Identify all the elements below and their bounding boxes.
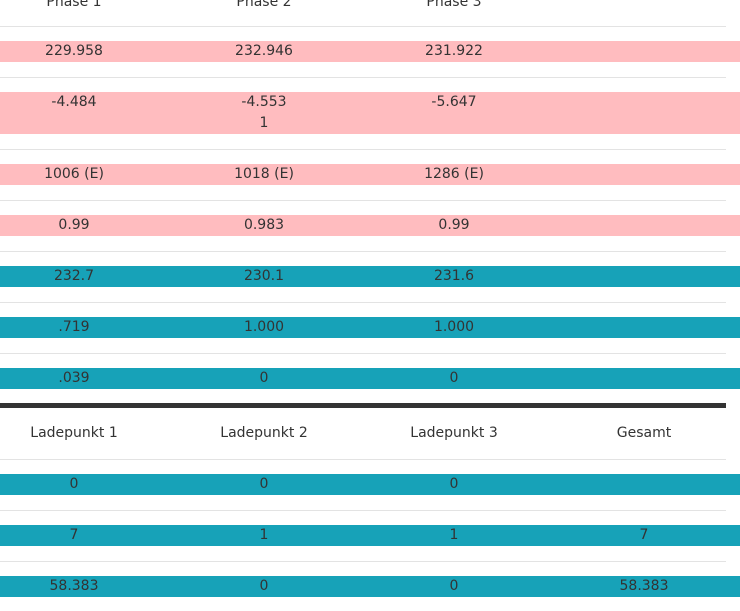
ladepunkt-row-3: 58.383 0 0 58.383 xyxy=(0,576,740,597)
row-divider xyxy=(0,200,726,201)
row-divider xyxy=(0,459,726,460)
row-divider xyxy=(0,251,726,252)
cell-gesamt: 58.383 xyxy=(619,578,669,594)
phase-row-voltage: 229.958 232.946 231.922 xyxy=(0,41,740,62)
cell-ladepunkt-3: 0 xyxy=(449,476,459,492)
cell-phase-2: 0 xyxy=(259,370,269,386)
cell-phase-1: -4.484 xyxy=(51,94,97,110)
row-divider xyxy=(0,353,726,354)
cell-gesamt: 7 xyxy=(639,527,649,543)
section-divider xyxy=(0,403,726,408)
ladepunkt-row-1: 0 0 0 xyxy=(0,474,740,495)
cell-ladepunkt-1: 58.383 xyxy=(49,578,99,594)
header-ladepunkt-3: Ladepunkt 3 xyxy=(410,425,498,441)
cell-phase-3: -5.647 xyxy=(431,94,477,110)
row-divider xyxy=(0,510,726,511)
phase-row-power: 1006 (E) 1018 (E) 1286 (E) xyxy=(0,164,740,185)
phase-row-teal-2: .719 1.000 1.000 xyxy=(0,317,740,338)
cell-phase-2: 1.000 xyxy=(243,319,285,335)
cell-phase-1: 232.7 xyxy=(53,268,95,284)
cell-phase-2: 1018 (E) xyxy=(234,166,294,182)
cell-phase-3: 231.6 xyxy=(433,268,475,284)
cell-ladepunkt-2: 0 xyxy=(259,578,269,594)
cell-phase-2: 230.1 xyxy=(243,268,285,284)
cell-phase-1: .039 xyxy=(58,370,90,386)
row-divider xyxy=(0,26,726,27)
cell-phase-3: 1.000 xyxy=(433,319,475,335)
cell-ladepunkt-1: 0 xyxy=(69,476,79,492)
row-divider xyxy=(0,149,726,150)
phase-row-power-factor: 0.99 0.983 0.99 xyxy=(0,215,740,236)
ladepunkt-header-row: Ladepunkt 1 Ladepunkt 2 Ladepunkt 3 Gesa… xyxy=(0,423,726,443)
cell-phase-1: 1006 (E) xyxy=(44,166,104,182)
cell-ladepunkt-2: 1 xyxy=(259,527,269,543)
ladepunkt-row-2: 7 1 1 7 xyxy=(0,525,740,546)
phase-header-row: Phase 1 Phase 2 Phase 3 xyxy=(0,0,726,12)
cell-phase-2: 0.983 xyxy=(243,217,285,233)
header-phase-3: Phase 3 xyxy=(426,0,482,10)
cell-phase-3: 0.99 xyxy=(438,217,470,233)
header-phase-2: Phase 2 xyxy=(236,0,292,10)
phase-row-teal-1: 232.7 230.1 231.6 xyxy=(0,266,740,287)
header-gesamt: Gesamt xyxy=(616,425,672,441)
header-ladepunkt-2: Ladepunkt 2 xyxy=(220,425,308,441)
cell-ladepunkt-3: 1 xyxy=(449,527,459,543)
cell-phase-3: 0 xyxy=(449,370,459,386)
cell-phase-1: 0.99 xyxy=(58,217,90,233)
row-divider xyxy=(0,302,726,303)
cell-ladepunkt-1: 7 xyxy=(69,527,79,543)
phase-row-teal-3: .039 0 0 xyxy=(0,368,740,389)
cell-phase-3: 1286 (E) xyxy=(424,166,484,182)
cell-phase-3: 231.922 xyxy=(425,43,483,59)
cell-phase-2: -4.553 1 xyxy=(241,94,287,131)
row-divider xyxy=(0,77,726,78)
cell-phase-1: .719 xyxy=(58,319,90,335)
header-phase-1: Phase 1 xyxy=(46,0,102,10)
cell-ladepunkt-2: 0 xyxy=(259,476,269,492)
cell-ladepunkt-3: 0 xyxy=(449,578,459,594)
cell-phase-2: 232.946 xyxy=(235,43,293,59)
phase-row-current: -4.484 -4.553 1 -5.647 xyxy=(0,92,740,134)
row-divider xyxy=(0,561,726,562)
cell-phase-1: 229.958 xyxy=(45,43,103,59)
header-ladepunkt-1: Ladepunkt 1 xyxy=(30,425,118,441)
